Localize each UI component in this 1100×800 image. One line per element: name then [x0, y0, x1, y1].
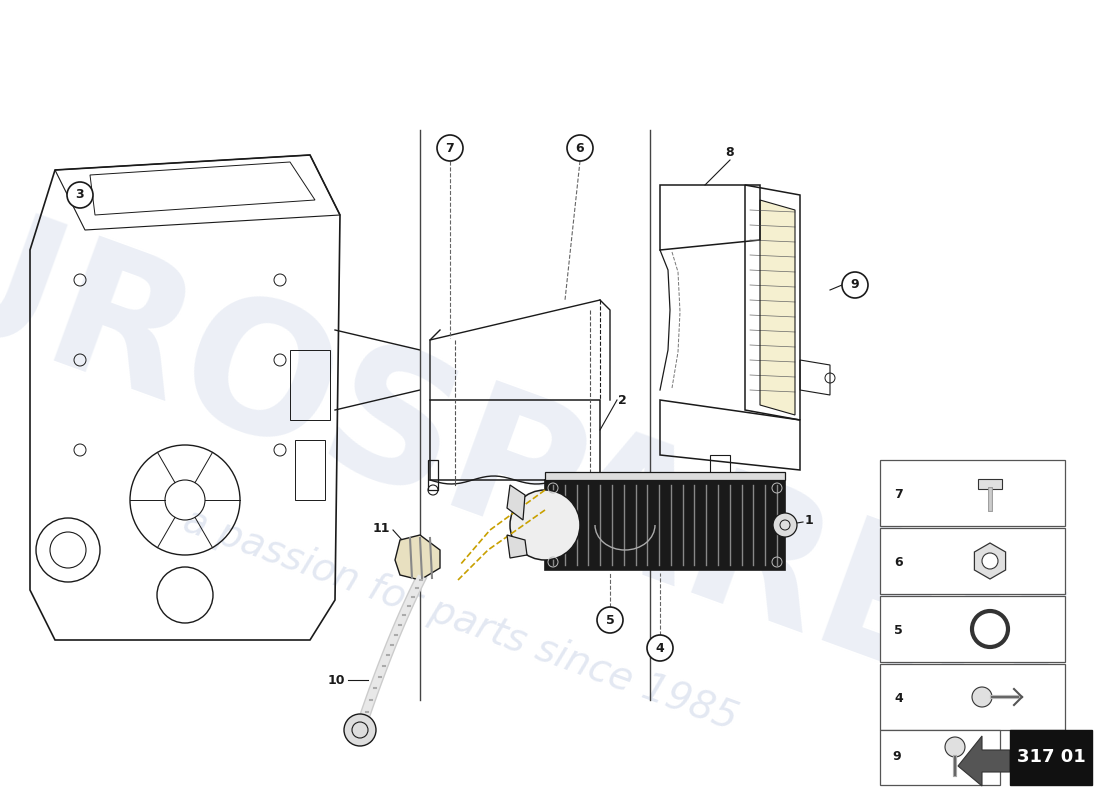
Polygon shape [507, 485, 525, 520]
Circle shape [437, 135, 463, 161]
Circle shape [36, 518, 100, 582]
Text: 3: 3 [76, 189, 85, 202]
Polygon shape [395, 535, 440, 580]
Circle shape [647, 635, 673, 661]
Text: 2: 2 [618, 394, 627, 406]
FancyBboxPatch shape [880, 730, 1000, 785]
FancyBboxPatch shape [880, 664, 1065, 730]
Circle shape [50, 532, 86, 568]
FancyBboxPatch shape [880, 460, 1065, 526]
Text: 8: 8 [726, 146, 735, 158]
Circle shape [980, 619, 1000, 639]
Polygon shape [507, 535, 527, 558]
FancyBboxPatch shape [544, 480, 785, 570]
Text: 10: 10 [328, 674, 345, 686]
Circle shape [597, 607, 623, 633]
Circle shape [773, 513, 798, 537]
Polygon shape [978, 479, 1002, 489]
Text: 7: 7 [894, 487, 903, 501]
Text: 11: 11 [373, 522, 390, 534]
Text: 6: 6 [575, 142, 584, 154]
Text: EUROSPARES: EUROSPARES [0, 138, 1090, 762]
Text: 9: 9 [850, 278, 859, 291]
FancyBboxPatch shape [880, 528, 1065, 594]
Text: 5: 5 [894, 623, 903, 637]
Text: 5: 5 [606, 614, 615, 626]
Polygon shape [544, 472, 785, 480]
Text: 317 01: 317 01 [1016, 748, 1086, 766]
Polygon shape [975, 543, 1005, 579]
Circle shape [945, 737, 965, 757]
Circle shape [157, 567, 213, 623]
Text: 4: 4 [656, 642, 664, 654]
Polygon shape [760, 200, 795, 415]
Text: 9: 9 [892, 750, 901, 763]
Circle shape [982, 553, 998, 569]
Circle shape [344, 714, 376, 746]
Circle shape [566, 135, 593, 161]
Text: 6: 6 [894, 555, 903, 569]
Circle shape [842, 272, 868, 298]
Text: 1: 1 [805, 514, 814, 526]
FancyBboxPatch shape [880, 596, 1065, 662]
FancyBboxPatch shape [1010, 730, 1092, 785]
Text: 4: 4 [894, 691, 903, 705]
Circle shape [67, 182, 94, 208]
Text: 7: 7 [446, 142, 454, 154]
Polygon shape [958, 736, 1010, 786]
Circle shape [972, 687, 992, 707]
Circle shape [510, 490, 580, 560]
Text: a passion for parts since 1985: a passion for parts since 1985 [177, 502, 742, 738]
